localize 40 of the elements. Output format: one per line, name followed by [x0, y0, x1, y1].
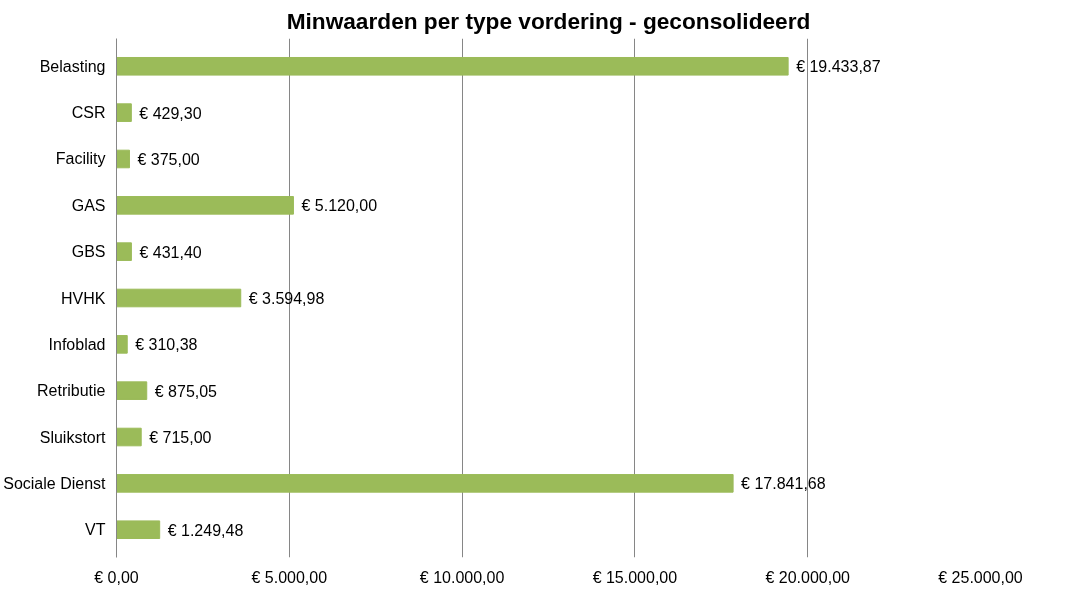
y-tick-label: Belasting: [39, 57, 106, 75]
y-tick-label: GBS: [71, 243, 106, 261]
data-label: € 715,00: [149, 429, 212, 447]
bar: [116, 149, 130, 169]
bar: [116, 335, 128, 354]
x-tick-label: € 10.000,00: [419, 568, 505, 586]
bar: [116, 196, 294, 215]
data-label: € 17.841,68: [741, 475, 826, 493]
y-tick-label: Sluikstort: [39, 428, 107, 446]
y-tick-label: GAS: [71, 196, 106, 214]
y-tick-label: Infoblad: [48, 335, 106, 353]
data-label: € 375,00: [137, 150, 200, 168]
bar: [116, 520, 161, 539]
data-label: € 310,38: [135, 336, 198, 354]
x-tick-label: € 15.000,00: [592, 568, 678, 586]
bar: [116, 242, 132, 261]
y-tick-label: HVHK: [61, 289, 106, 307]
y-tick-label: VT: [85, 521, 106, 539]
data-label: € 19.433,87: [796, 58, 881, 76]
x-tick-label: € 5.000,00: [251, 568, 328, 586]
y-tick-label: CSR: [71, 104, 106, 122]
bar: [116, 474, 734, 493]
x-tick-label: € 25.000,00: [938, 568, 1023, 586]
y-tick-label: Sociale Dienst: [3, 474, 107, 492]
data-label: € 1.249,48: [167, 521, 244, 539]
x-tick-label: € 20.000,00: [765, 568, 851, 586]
chart-title: Minwaarden per type vordering - geconsolideerd: [286, 7, 811, 34]
data-label: € 875,05: [154, 382, 218, 400]
y-tick-label: Facility: [55, 150, 106, 168]
bar: [116, 57, 789, 76]
bar: [116, 288, 242, 308]
data-label: € 3.594,98: [248, 290, 325, 307]
data-label: € 5.120,00: [301, 197, 378, 215]
y-tick-label: Retributie: [37, 382, 106, 400]
bar: [116, 427, 142, 447]
x-tick-label: € 0,00: [94, 568, 139, 586]
bar: [116, 381, 148, 400]
data-label: € 431,40: [139, 243, 202, 261]
data-label: € 429,30: [139, 104, 202, 122]
bar: [116, 103, 132, 122]
